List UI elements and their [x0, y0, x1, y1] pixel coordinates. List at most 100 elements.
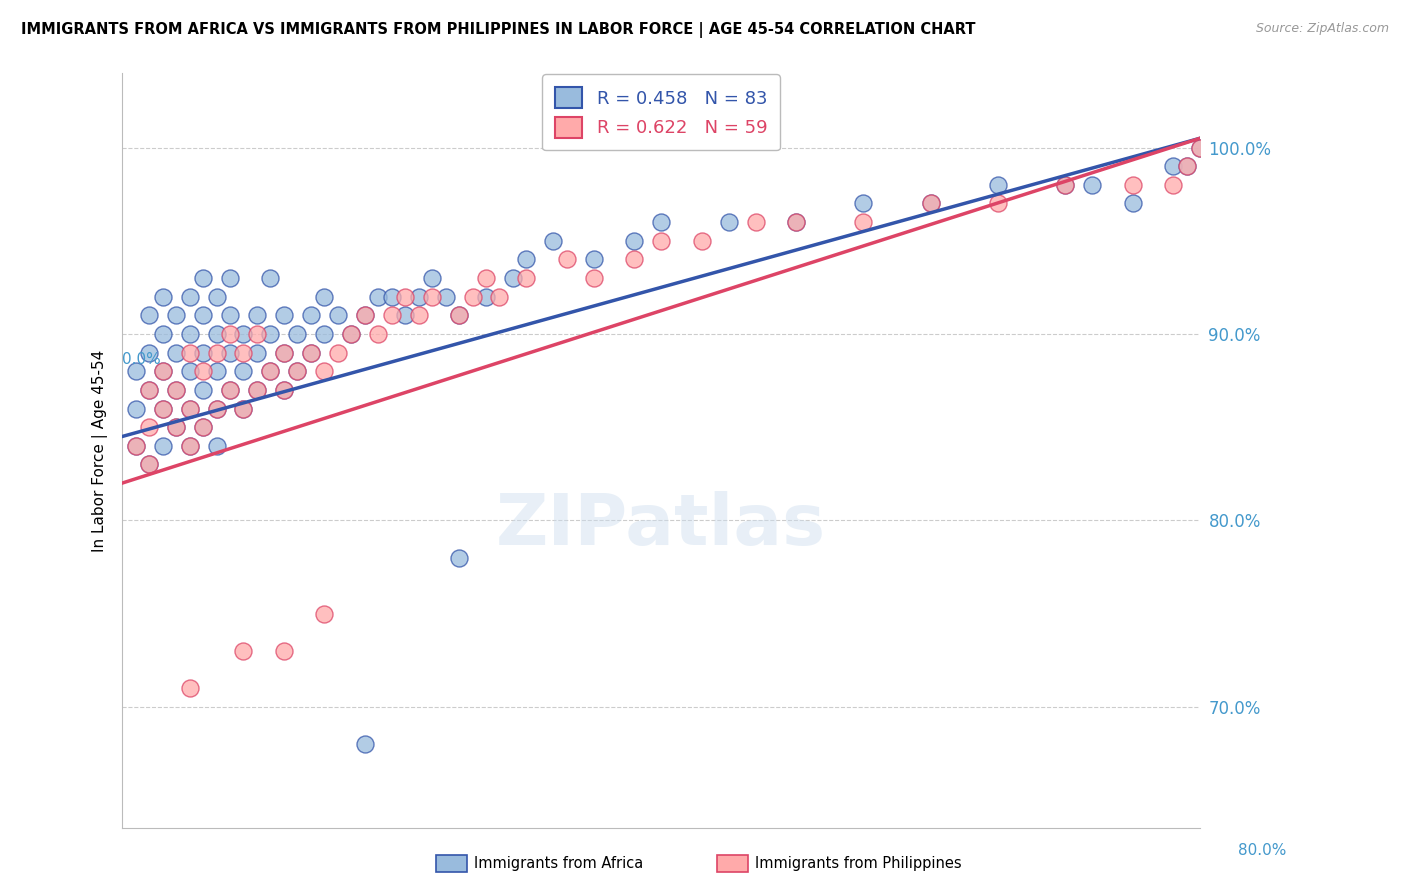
- Point: [650, 234, 672, 248]
- Point: [287, 326, 309, 341]
- Point: [340, 326, 363, 341]
- Point: [152, 326, 174, 341]
- Point: [246, 308, 269, 322]
- Y-axis label: In Labor Force | Age 45-54: In Labor Force | Age 45-54: [93, 350, 108, 551]
- Point: [232, 345, 254, 359]
- Point: [219, 308, 242, 322]
- Point: [1189, 140, 1212, 154]
- Point: [179, 401, 201, 416]
- Point: [205, 364, 228, 378]
- Point: [273, 383, 295, 397]
- Point: [232, 326, 254, 341]
- Point: [165, 420, 187, 434]
- Text: Immigrants from Philippines: Immigrants from Philippines: [755, 856, 962, 871]
- Point: [582, 252, 605, 267]
- Point: [449, 308, 471, 322]
- Point: [475, 290, 498, 304]
- Point: [353, 737, 375, 751]
- Point: [191, 308, 214, 322]
- Point: [152, 364, 174, 378]
- Point: [381, 308, 404, 322]
- Point: [138, 383, 160, 397]
- Point: [138, 458, 160, 472]
- Point: [205, 439, 228, 453]
- Point: [394, 308, 416, 322]
- Point: [205, 290, 228, 304]
- Point: [219, 383, 242, 397]
- Point: [179, 401, 201, 416]
- Text: ZIPatlas: ZIPatlas: [496, 491, 827, 560]
- Point: [623, 234, 645, 248]
- Point: [920, 196, 942, 211]
- Point: [449, 308, 471, 322]
- Point: [434, 290, 457, 304]
- Point: [273, 644, 295, 658]
- Point: [353, 308, 375, 322]
- Point: [623, 252, 645, 267]
- Point: [785, 215, 807, 229]
- Point: [219, 345, 242, 359]
- Point: [259, 271, 281, 285]
- Point: [353, 308, 375, 322]
- Point: [138, 308, 160, 322]
- Point: [650, 215, 672, 229]
- Point: [299, 345, 322, 359]
- Point: [408, 308, 430, 322]
- Point: [273, 345, 295, 359]
- Point: [179, 681, 201, 695]
- Point: [191, 345, 214, 359]
- Point: [475, 271, 498, 285]
- Point: [326, 345, 349, 359]
- Point: [219, 271, 242, 285]
- Point: [394, 290, 416, 304]
- Point: [232, 401, 254, 416]
- Point: [205, 401, 228, 416]
- Point: [420, 271, 443, 285]
- Text: IMMIGRANTS FROM AFRICA VS IMMIGRANTS FROM PHILIPPINES IN LABOR FORCE | AGE 45-54: IMMIGRANTS FROM AFRICA VS IMMIGRANTS FRO…: [21, 22, 976, 38]
- Point: [179, 364, 201, 378]
- Point: [232, 401, 254, 416]
- Point: [219, 383, 242, 397]
- Point: [191, 420, 214, 434]
- Point: [744, 215, 766, 229]
- Point: [314, 290, 336, 304]
- Point: [555, 252, 578, 267]
- Point: [852, 215, 875, 229]
- Point: [381, 290, 404, 304]
- Point: [165, 383, 187, 397]
- Point: [273, 308, 295, 322]
- Point: [449, 550, 471, 565]
- Point: [191, 271, 214, 285]
- Point: [152, 401, 174, 416]
- Point: [125, 364, 148, 378]
- Point: [852, 196, 875, 211]
- Point: [165, 345, 187, 359]
- Point: [179, 345, 201, 359]
- Text: Source: ZipAtlas.com: Source: ZipAtlas.com: [1256, 22, 1389, 36]
- Point: [232, 644, 254, 658]
- Point: [408, 290, 430, 304]
- Point: [717, 215, 740, 229]
- Point: [1175, 159, 1198, 173]
- Point: [367, 326, 389, 341]
- Point: [246, 383, 269, 397]
- Point: [165, 420, 187, 434]
- Point: [1122, 196, 1144, 211]
- Point: [273, 383, 295, 397]
- Point: [191, 383, 214, 397]
- Point: [920, 196, 942, 211]
- Point: [246, 326, 269, 341]
- Point: [582, 271, 605, 285]
- Point: [179, 439, 201, 453]
- Point: [165, 308, 187, 322]
- Point: [1189, 140, 1212, 154]
- Point: [152, 401, 174, 416]
- Point: [125, 439, 148, 453]
- Point: [205, 345, 228, 359]
- Point: [125, 439, 148, 453]
- Point: [488, 290, 510, 304]
- Point: [1081, 178, 1104, 192]
- Text: Immigrants from Africa: Immigrants from Africa: [474, 856, 643, 871]
- Point: [179, 290, 201, 304]
- Point: [1122, 178, 1144, 192]
